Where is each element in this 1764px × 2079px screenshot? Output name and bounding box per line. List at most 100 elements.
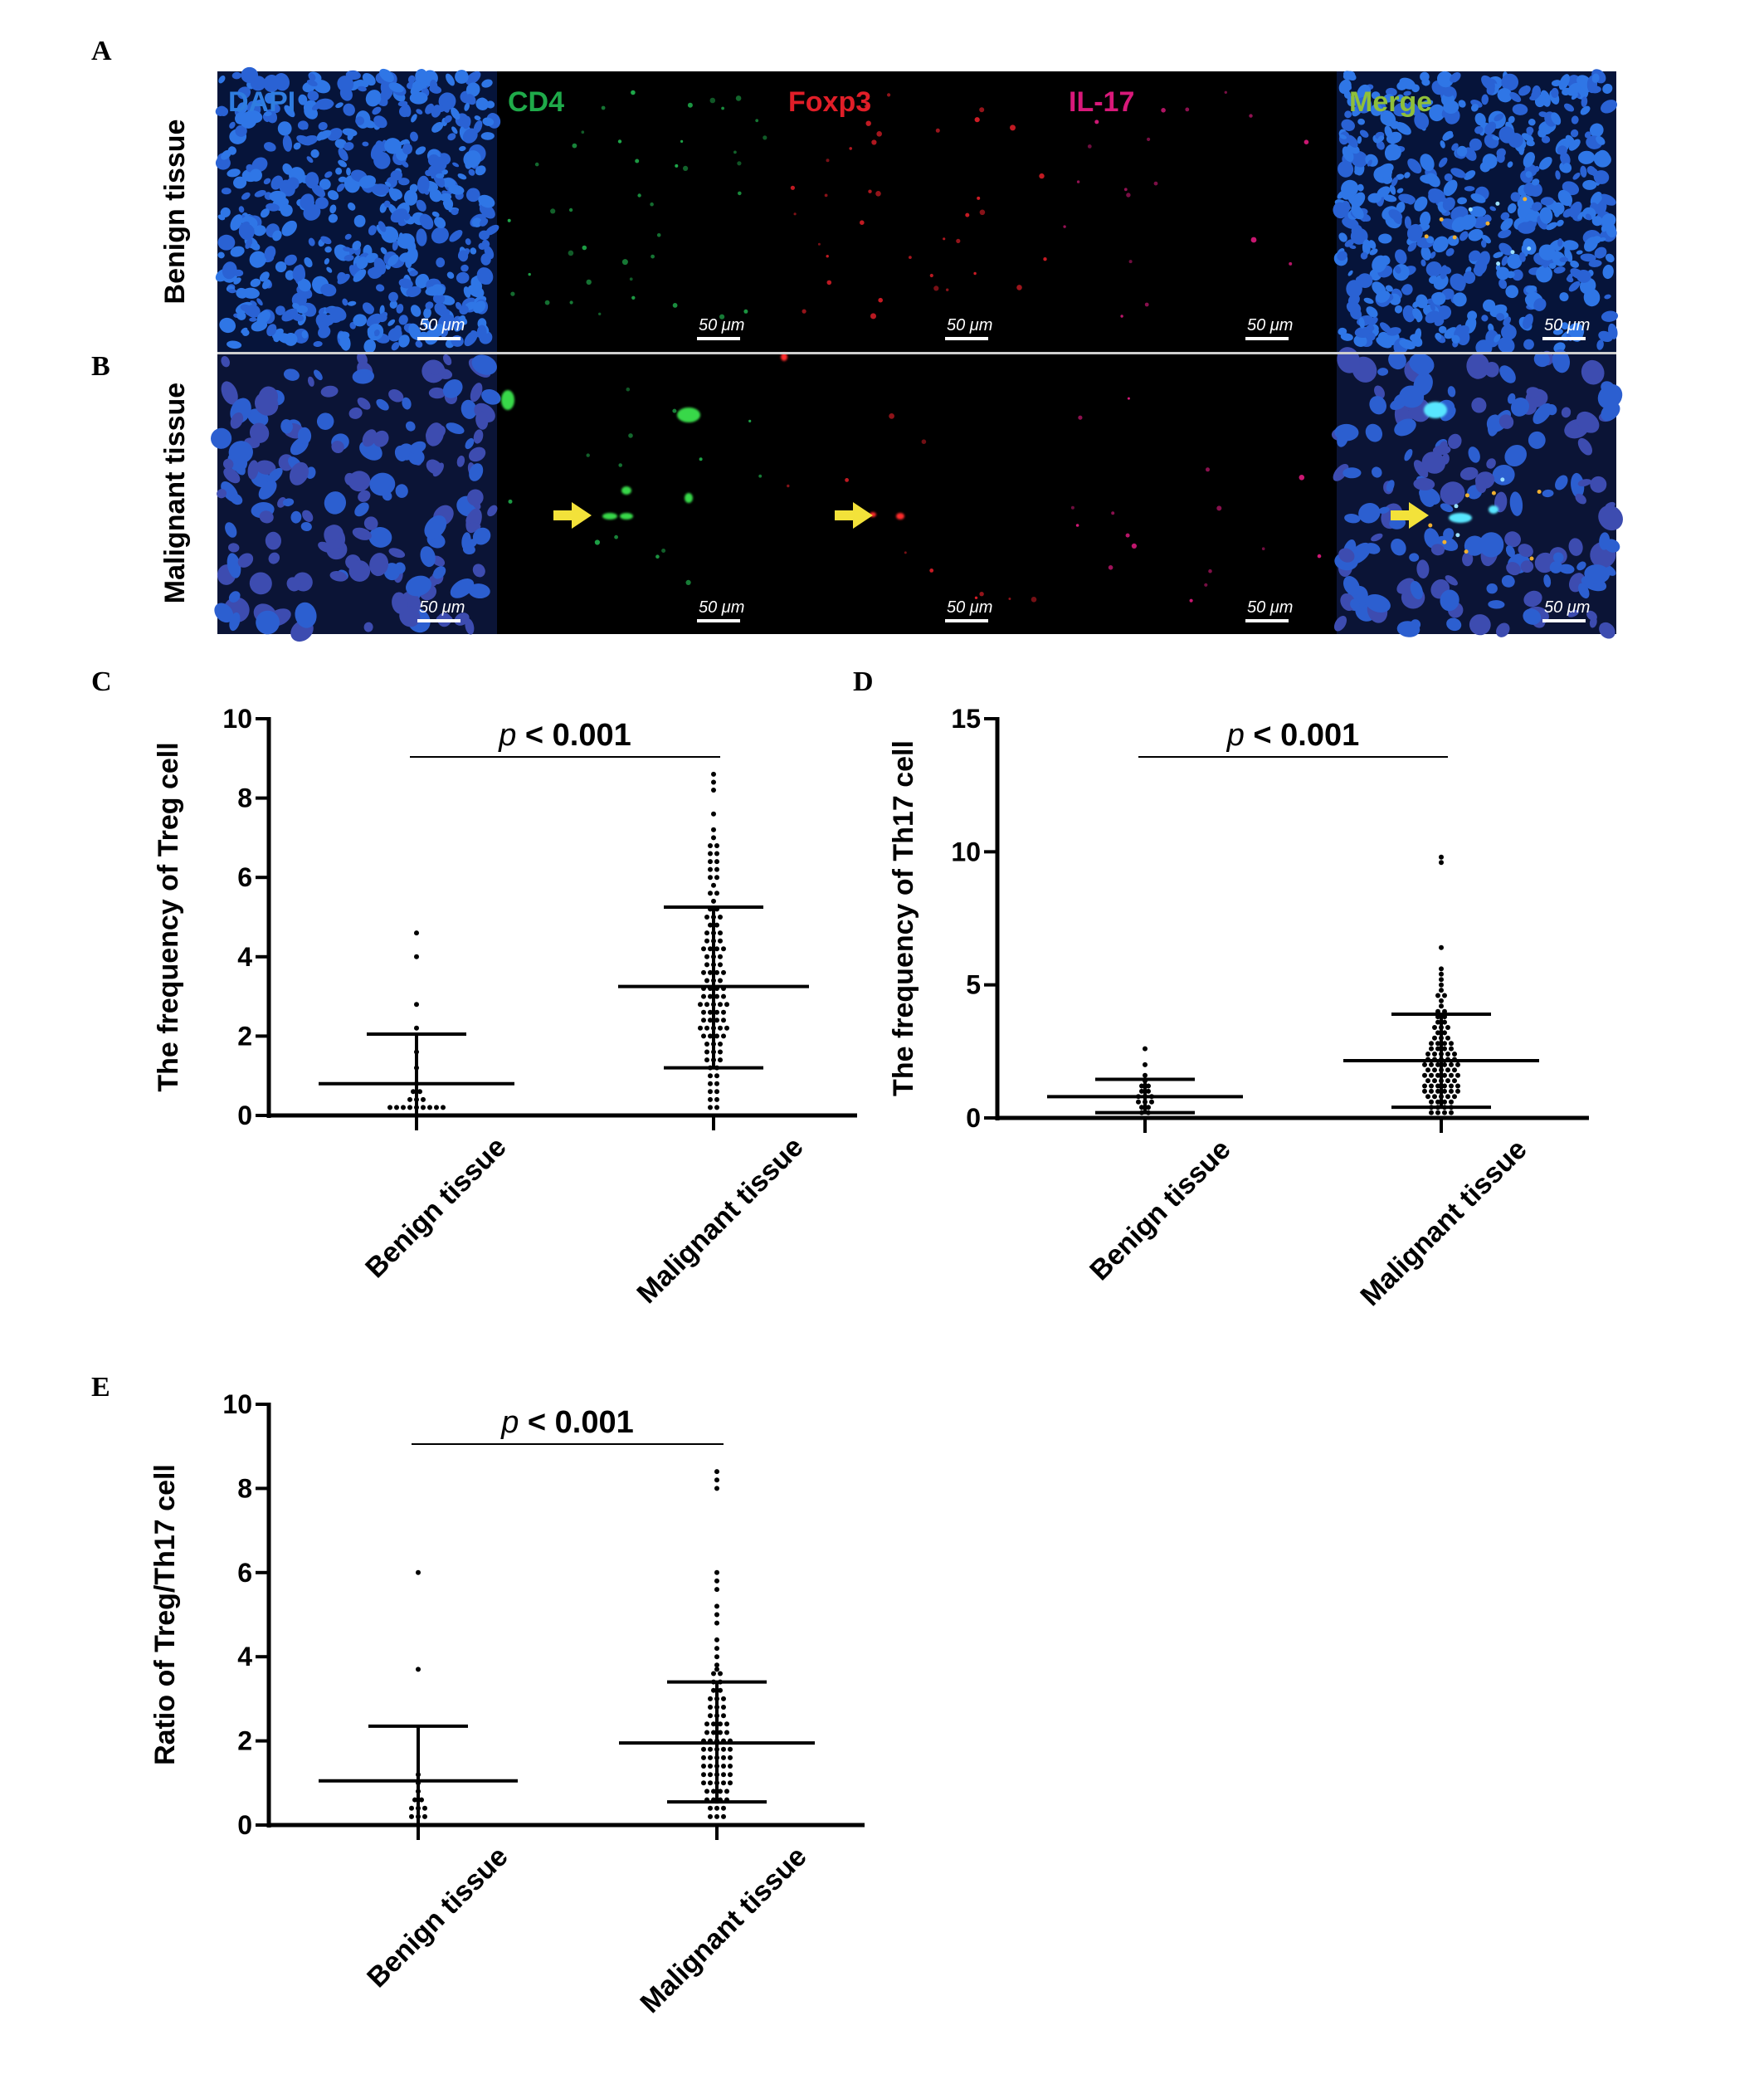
data-point xyxy=(414,954,419,959)
data-point xyxy=(414,930,419,936)
data-point xyxy=(704,962,709,968)
data-point xyxy=(701,969,706,975)
scale-bar-label: 50 μm xyxy=(419,598,465,617)
data-point xyxy=(714,1089,719,1095)
data-point xyxy=(708,875,713,881)
data-point xyxy=(1435,1046,1440,1052)
data-point xyxy=(1432,1078,1437,1084)
data-point xyxy=(416,1667,421,1672)
data-point xyxy=(421,1105,426,1110)
data-point xyxy=(701,946,706,952)
p-value-annotation: p < 0.001 xyxy=(500,1405,634,1440)
dapi-nuclei xyxy=(215,66,501,354)
merge-signal xyxy=(1424,197,1532,266)
data-point xyxy=(1432,1094,1437,1100)
category-label: Malignant tissue xyxy=(634,1841,812,2019)
category-label: Malignant tissue xyxy=(631,1131,809,1310)
data-point xyxy=(409,1813,414,1819)
data-point xyxy=(1435,1088,1440,1094)
data-point xyxy=(721,969,726,975)
data-point xyxy=(387,1105,392,1110)
data-point xyxy=(721,1705,726,1710)
data-point xyxy=(728,1764,733,1769)
data-point xyxy=(721,1813,726,1819)
scale-bar-label: 50 μm xyxy=(1247,598,1293,617)
data-point xyxy=(1455,1072,1460,1078)
data-point xyxy=(724,1721,729,1727)
data-point xyxy=(718,954,723,959)
data-point xyxy=(407,1105,412,1110)
channel-label-foxp3: Foxp3 xyxy=(788,86,871,118)
data-point xyxy=(714,875,719,881)
panel-letter-e: E xyxy=(91,1372,110,1403)
data-point xyxy=(1435,1099,1440,1105)
data-point xyxy=(718,962,723,968)
data-point xyxy=(708,1705,713,1710)
data-point xyxy=(698,1025,703,1031)
data-point xyxy=(728,1780,733,1786)
data-point xyxy=(704,938,709,944)
scale-bar xyxy=(1245,619,1289,622)
data-point xyxy=(718,1002,723,1008)
data-point xyxy=(708,1764,713,1769)
data-point xyxy=(701,1033,706,1039)
data-point xyxy=(721,1780,726,1786)
data-point xyxy=(714,1805,719,1811)
data-point xyxy=(1449,1072,1454,1078)
scale-bar xyxy=(945,619,988,622)
data-point xyxy=(708,1713,713,1719)
data-point xyxy=(1439,1003,1444,1009)
cd4-positive-cell xyxy=(685,493,693,503)
data-point xyxy=(718,1042,723,1047)
data-point xyxy=(704,978,709,983)
data-point xyxy=(1439,854,1444,860)
data-point xyxy=(1455,1088,1460,1094)
row-divider xyxy=(217,352,1616,354)
data-point xyxy=(714,946,719,952)
data-point xyxy=(1442,993,1447,998)
data-point xyxy=(427,1105,432,1110)
data-point xyxy=(1429,1061,1434,1067)
data-point xyxy=(704,954,709,959)
panel-letter-d: D xyxy=(853,666,874,697)
data-point xyxy=(721,993,726,999)
data-point xyxy=(1429,1099,1434,1105)
data-point xyxy=(1439,944,1444,950)
data-point xyxy=(1425,1052,1430,1057)
data-point xyxy=(701,993,706,999)
data-point xyxy=(714,1477,719,1483)
data-point xyxy=(1422,1072,1427,1078)
y-tick-label: 5 xyxy=(966,970,981,1000)
data-point xyxy=(1439,971,1444,977)
data-point xyxy=(704,1057,709,1063)
data-point xyxy=(704,915,709,920)
y-tick-label: 4 xyxy=(237,942,252,972)
data-point xyxy=(1435,1072,1440,1078)
data-point xyxy=(728,1772,733,1778)
data-point xyxy=(711,1789,716,1794)
merge-positive-cell xyxy=(1449,513,1472,523)
data-point xyxy=(714,891,719,896)
data-point xyxy=(714,1009,719,1015)
data-point xyxy=(409,1805,414,1811)
data-point xyxy=(422,1813,427,1819)
y-tick-label: 0 xyxy=(966,1103,981,1133)
data-point xyxy=(721,1009,726,1015)
dapi-nuclei xyxy=(211,352,501,642)
merge-positive-cell xyxy=(1424,402,1447,418)
merge-signal xyxy=(1428,477,1542,561)
data-point xyxy=(718,938,723,944)
data-point xyxy=(1146,1083,1151,1089)
data-point xyxy=(721,1746,726,1752)
data-point xyxy=(1432,1035,1437,1041)
data-point xyxy=(708,922,713,928)
data-point xyxy=(708,891,713,896)
data-point xyxy=(718,930,723,936)
data-point xyxy=(1439,977,1444,983)
data-point xyxy=(714,843,719,848)
data-point xyxy=(721,1696,726,1701)
data-point xyxy=(1435,1083,1440,1089)
data-point xyxy=(711,1671,716,1676)
